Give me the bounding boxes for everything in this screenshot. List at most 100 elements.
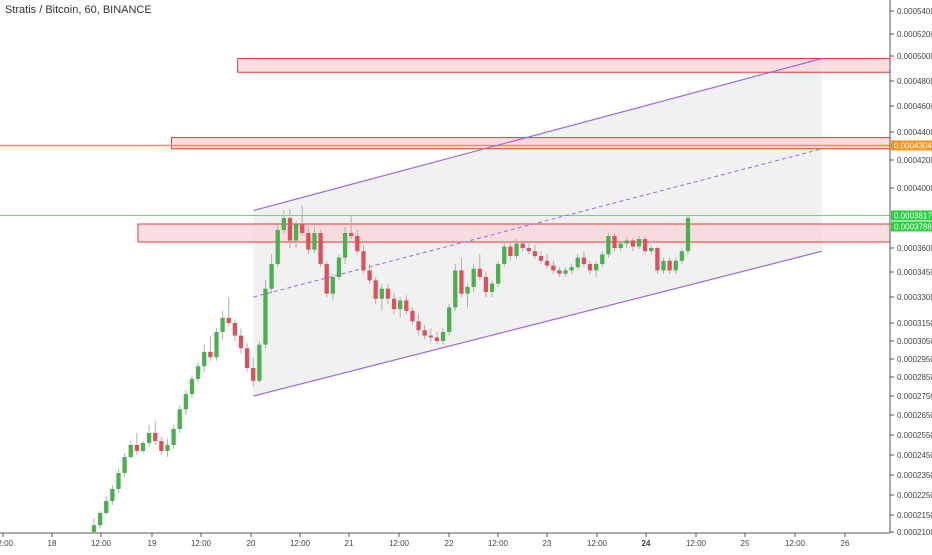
candle[interactable] [159,441,164,451]
candle[interactable] [202,351,207,367]
candle[interactable] [177,409,182,429]
candle[interactable] [600,254,605,264]
candle[interactable] [146,433,152,443]
candle[interactable] [618,243,623,249]
price-axis[interactable] [890,0,932,550]
candle[interactable] [171,429,176,445]
candle[interactable] [422,330,427,336]
candle[interactable] [336,257,342,277]
candle[interactable] [104,501,109,513]
candle[interactable] [685,218,691,252]
candle[interactable] [189,378,195,395]
candle[interactable] [642,239,648,252]
candle[interactable] [563,270,568,274]
candle[interactable] [649,248,654,252]
candle[interactable] [116,473,121,489]
candle[interactable] [153,433,158,441]
candle[interactable] [502,246,507,265]
candle[interactable] [471,268,476,287]
candle[interactable] [251,368,256,381]
candle[interactable] [434,337,440,341]
candle[interactable] [514,243,519,257]
candle[interactable] [91,525,97,532]
candle[interactable] [165,445,170,451]
candle[interactable] [587,264,593,271]
candle[interactable] [379,288,384,299]
candle[interactable] [447,307,452,332]
candle[interactable] [404,300,409,311]
channel-upper-line[interactable] [253,57,823,212]
candle[interactable] [97,513,103,526]
candle[interactable] [140,443,146,451]
candle[interactable] [483,277,489,292]
candle[interactable] [545,260,550,266]
candle[interactable] [183,394,188,410]
candle[interactable] [453,270,458,308]
candle[interactable] [257,344,262,381]
candle[interactable] [679,251,685,261]
candle[interactable] [667,260,672,271]
candle[interactable] [489,283,495,292]
candle[interactable] [624,240,629,244]
candle[interactable] [275,230,280,264]
candle[interactable] [342,233,348,258]
candle[interactable] [330,277,335,294]
candle[interactable] [428,335,433,338]
time-axis[interactable] [0,533,932,550]
candle[interactable] [134,445,140,451]
candle[interactable] [551,265,556,271]
candle[interactable] [440,332,446,341]
candle[interactable] [306,233,311,250]
candle[interactable] [655,248,660,271]
candle[interactable] [538,256,544,261]
candle[interactable] [226,317,231,323]
candle[interactable] [569,267,574,271]
candle[interactable] [636,239,642,247]
candle[interactable] [391,298,397,310]
candle[interactable] [532,251,538,256]
candle[interactable] [526,248,531,252]
candle[interactable] [349,233,354,236]
candle[interactable] [128,445,133,457]
candle[interactable] [324,264,329,294]
candle[interactable] [263,288,268,345]
candle[interactable] [575,257,580,268]
candle[interactable] [594,264,599,271]
channel-lower-line[interactable] [253,250,823,397]
resistance-zone-3[interactable] [137,223,891,243]
candle[interactable] [318,233,323,264]
candle[interactable] [373,280,378,299]
candle[interactable] [410,310,415,322]
candle[interactable] [244,348,250,368]
candle[interactable] [385,288,391,299]
candle[interactable] [612,236,617,248]
candle[interactable] [606,236,611,255]
candle[interactable] [367,270,372,281]
resistance-zone-2[interactable] [170,137,891,150]
candle[interactable] [238,335,244,349]
candle[interactable] [232,323,237,336]
candle[interactable] [293,224,299,241]
candle[interactable] [496,264,501,284]
candle[interactable] [281,218,286,230]
resistance-zone-1[interactable] [237,58,891,73]
candle[interactable] [630,240,636,247]
candle[interactable] [269,264,274,289]
candle[interactable] [214,332,219,358]
candle[interactable] [508,246,513,257]
candle[interactable] [361,251,366,271]
candle[interactable] [673,260,678,271]
candle[interactable] [312,233,317,250]
candle[interactable] [208,351,213,358]
candle[interactable] [300,224,305,233]
candle[interactable] [477,268,482,277]
candle[interactable] [287,218,293,241]
candle[interactable] [416,321,421,331]
candle[interactable] [195,366,201,379]
candle[interactable] [220,317,225,332]
candle[interactable] [122,457,127,473]
candle[interactable] [110,489,115,501]
candle[interactable] [465,287,470,294]
candle[interactable] [581,257,587,264]
